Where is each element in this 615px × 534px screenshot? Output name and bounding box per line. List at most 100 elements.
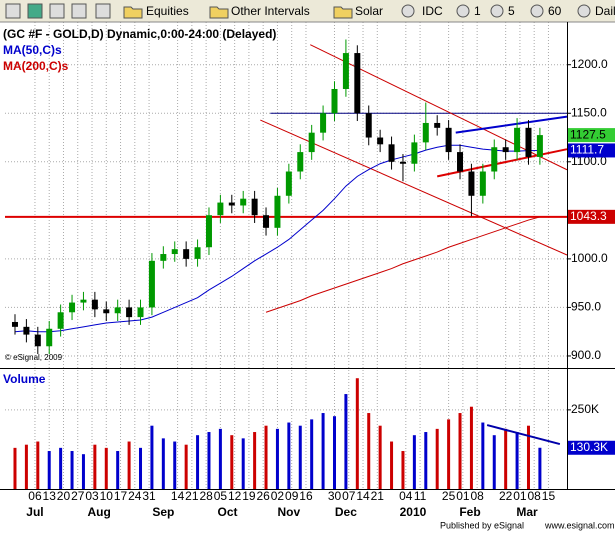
candle-body: [240, 198, 247, 206]
x-month-label: 2010: [400, 505, 427, 519]
candle-body: [114, 307, 121, 314]
volume-bar: [161, 438, 165, 489]
toolbar-button[interactable]: Other Intervals: [231, 4, 310, 18]
candle-body: [183, 249, 190, 259]
last-value-label: 1043.3: [570, 209, 607, 223]
x-tick-label: 08: [470, 489, 484, 503]
candle-body: [502, 147, 509, 153]
candle-body: [91, 299, 98, 310]
volume-bar: [127, 441, 131, 489]
volume-bar: [424, 432, 428, 489]
last-volume-tag: [568, 440, 615, 455]
x-tick-label: 19: [242, 489, 256, 503]
volume-bar: [139, 447, 143, 489]
candle-body: [297, 152, 304, 172]
volume-bar: [298, 425, 302, 489]
candle-body: [365, 113, 372, 138]
toolbar-button[interactable]: 1: [474, 4, 481, 18]
candle-body: [422, 122, 429, 143]
x-month-label: Sep: [152, 505, 174, 519]
volume-bar: [526, 425, 530, 489]
volume-bar: [47, 451, 51, 489]
toolbar-button[interactable]: 60: [548, 4, 562, 18]
footer: Published by eSignal: [440, 520, 524, 530]
last-value-tag: [568, 143, 615, 158]
volume-bar: [253, 432, 257, 489]
y-tick-label: 1200.0: [571, 57, 608, 71]
candle-body: [468, 171, 475, 196]
y-tick-label: 900.0: [571, 348, 601, 362]
volume-bar: [469, 406, 473, 489]
volume-bar: [515, 432, 519, 489]
candle-body: [126, 307, 133, 318]
candle-body: [342, 53, 349, 89]
last-value-label: 1111.7: [570, 143, 604, 157]
volume-bar: [150, 425, 154, 489]
volume-bar: [13, 447, 17, 489]
x-month-label: Feb: [459, 505, 480, 519]
volume-bar: [344, 394, 348, 489]
candle-body: [354, 53, 361, 114]
volume-bar: [24, 444, 28, 489]
toolbar-icons: [5, 3, 591, 19]
moving-average: [265, 216, 541, 313]
x-month-label: Jul: [26, 505, 43, 519]
candle-body: [377, 137, 384, 145]
x-tick-label: 07: [342, 489, 356, 503]
candle-body: [57, 312, 64, 329]
volume-bar: [504, 428, 508, 489]
candle-body: [388, 144, 395, 162]
volume-bar: [287, 422, 291, 489]
trendline: [486, 424, 561, 446]
plot: [5, 39, 568, 489]
x-tick-label: 14: [356, 489, 370, 503]
y-tick-label: 250K: [571, 402, 599, 416]
x-tick-label: 21: [371, 489, 385, 503]
toolbar-button[interactable]: Solar: [355, 4, 383, 18]
volume-bar: [196, 435, 200, 489]
volume-bar: [207, 432, 211, 489]
volume-bar: [538, 447, 542, 489]
volume-bar: [390, 441, 394, 489]
candle-body: [34, 334, 41, 347]
candle-body: [308, 132, 315, 153]
legend-entry: MA(50,C)s: [3, 43, 62, 57]
toolbar-button[interactable]: IDC: [422, 4, 443, 18]
y-tick-label: 1150.0: [571, 105, 607, 119]
toolbar-button[interactable]: Daily: [595, 4, 615, 18]
volume-bar: [275, 428, 279, 489]
volume-bar: [70, 451, 74, 489]
trendline: [455, 115, 568, 134]
y-tick-label: 1000.0: [571, 251, 608, 265]
x-month-label: Oct: [218, 505, 238, 519]
candle-body: [228, 202, 235, 206]
candle-body: [285, 171, 292, 196]
x-tick-label: 22: [499, 489, 513, 503]
x-tick-label: 20: [57, 489, 71, 503]
x-tick-label: 31: [142, 489, 156, 503]
volume-bar: [321, 413, 325, 489]
candle-body: [411, 142, 418, 164]
x-tick-label: 16: [299, 489, 313, 503]
legend-entry: MA(200,C)s: [3, 59, 69, 73]
toolbar-button[interactable]: 5: [508, 4, 515, 18]
candle-body: [434, 122, 441, 128]
x-tick-label: 01: [456, 489, 470, 503]
labels: 06 13 20 27 03 10 17 24 31 14 21 28 05 12 19 26 02 09 16 30…: [3, 43, 615, 519]
toolbar-button[interactable]: Equities: [146, 4, 189, 18]
candle-body: [23, 326, 30, 335]
volume-bar: [218, 428, 222, 489]
candle-body: [69, 302, 76, 313]
candle-body: [194, 247, 201, 259]
volume-bar: [173, 441, 177, 489]
footer: www.esignal.com: [544, 520, 615, 530]
last-volume-label: 130.3K: [570, 440, 608, 454]
x-tick-label: 25: [442, 489, 456, 503]
candle-body: [320, 113, 327, 133]
candle-body: [457, 152, 464, 172]
trendline: [310, 44, 568, 171]
x-tick-label: 13: [43, 489, 57, 503]
candle-body: [217, 202, 224, 216]
volume-bar: [36, 441, 40, 489]
